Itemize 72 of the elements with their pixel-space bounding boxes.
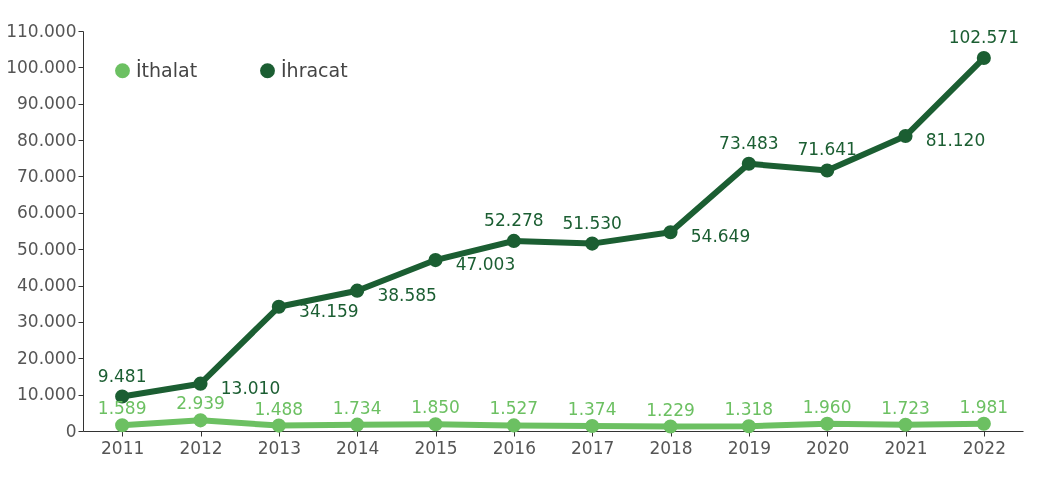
point xyxy=(271,299,286,314)
x-tick-label: 2019 xyxy=(727,437,771,458)
data-label: 54.649 xyxy=(690,226,751,247)
data-label: 1.589 xyxy=(97,398,147,419)
x-tick-label: 2011 xyxy=(101,437,145,458)
data-label: 2.939 xyxy=(176,393,225,414)
point xyxy=(976,50,991,66)
x-tick-label: 2022 xyxy=(962,437,1006,458)
point xyxy=(741,419,756,434)
point xyxy=(193,413,208,428)
x-tick-label: 2018 xyxy=(649,437,693,458)
point xyxy=(898,128,913,144)
y-tick-label: 20.000 xyxy=(17,347,77,368)
point xyxy=(820,163,835,178)
x-tick-label: 2020 xyxy=(806,437,850,458)
point xyxy=(585,236,600,251)
point xyxy=(428,253,443,268)
data-label: 71.641 xyxy=(797,139,857,160)
y-tick-label: 10.000 xyxy=(17,384,77,405)
y-tick-label: 0 xyxy=(65,420,77,441)
data-label: 1.488 xyxy=(254,398,304,419)
point xyxy=(271,418,286,433)
x-tick-label: 2016 xyxy=(492,437,536,458)
data-label: 1.723 xyxy=(881,397,930,418)
data-label: 9.481 xyxy=(97,365,147,386)
data-label: 1.960 xyxy=(802,396,852,417)
y-tick-label: 70.000 xyxy=(17,165,77,186)
point xyxy=(115,418,130,433)
point xyxy=(820,416,835,431)
data-label: 1.374 xyxy=(567,399,617,419)
data-label: 102.571 xyxy=(948,27,1019,48)
data-label: 1.850 xyxy=(411,397,460,418)
y-tick-label: 60.000 xyxy=(17,202,77,223)
point xyxy=(506,233,521,248)
y-tick-label: 80.000 xyxy=(17,129,77,150)
point xyxy=(663,225,678,240)
data-label: 81.120 xyxy=(925,130,986,151)
legend-label: İhracat xyxy=(281,58,348,81)
data-label: 1.229 xyxy=(646,399,695,420)
data-label: 47.003 xyxy=(455,254,516,275)
y-tick-label: 100.000 xyxy=(6,56,77,77)
data-label: 52.278 xyxy=(484,209,544,230)
point xyxy=(585,418,600,434)
x-tick-label: 2021 xyxy=(884,437,928,458)
legend-label: İthalat xyxy=(136,58,198,81)
point xyxy=(976,416,991,431)
point xyxy=(898,417,913,432)
data-label: 1.981 xyxy=(959,396,1009,417)
data-label: 73.483 xyxy=(719,132,779,153)
y-tick-label: 40.000 xyxy=(17,275,77,296)
y-tick-label: 90.000 xyxy=(17,93,77,114)
data-label: 1.527 xyxy=(489,398,539,419)
point xyxy=(506,418,521,433)
data-label: 1.734 xyxy=(332,397,382,418)
point xyxy=(350,283,365,298)
x-tick-label: 2017 xyxy=(571,437,615,458)
y-tick-label: 30.000 xyxy=(17,311,77,332)
point xyxy=(350,417,365,432)
y-tick-label: 50.000 xyxy=(17,238,77,259)
data-label: 51.530 xyxy=(562,212,622,233)
data-label: 34.159 xyxy=(299,300,359,321)
data-label: 38.585 xyxy=(377,284,437,305)
data-label: 1.318 xyxy=(724,399,774,420)
y-tick-label: 110.000 xyxy=(6,20,77,41)
point xyxy=(741,156,756,171)
x-tick-label: 2015 xyxy=(414,437,458,458)
x-tick-label: 2014 xyxy=(336,437,380,458)
point xyxy=(193,376,208,391)
x-tick-label: 2013 xyxy=(257,437,301,458)
point xyxy=(428,417,443,432)
point xyxy=(663,419,678,434)
x-tick-label: 2012 xyxy=(179,437,223,458)
